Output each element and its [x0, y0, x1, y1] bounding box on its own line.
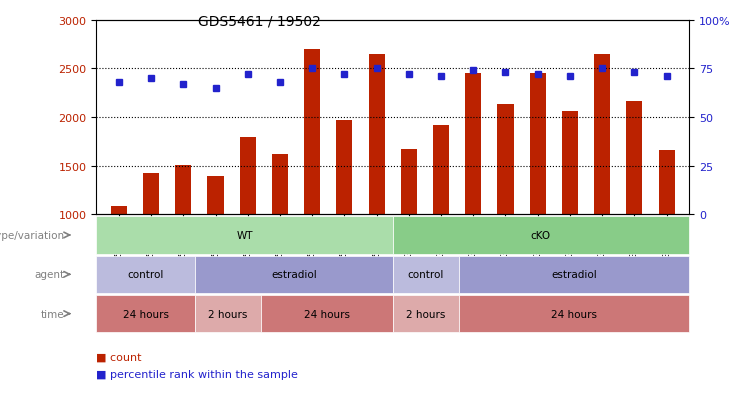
- Bar: [465, 74, 482, 215]
- Text: control: control: [408, 270, 444, 280]
- Bar: [626, 102, 642, 215]
- Text: estradiol: estradiol: [551, 270, 597, 280]
- Bar: [176, 165, 191, 215]
- Bar: [143, 174, 159, 215]
- Text: 2 hours: 2 hours: [208, 309, 247, 319]
- Text: 2 hours: 2 hours: [406, 309, 445, 319]
- Text: ■ percentile rank within the sample: ■ percentile rank within the sample: [96, 369, 298, 379]
- Bar: [239, 138, 256, 215]
- Bar: [659, 151, 674, 215]
- Text: GDS5461 / 19502: GDS5461 / 19502: [198, 14, 321, 28]
- Bar: [497, 105, 514, 215]
- Text: time: time: [41, 309, 64, 319]
- Bar: [530, 74, 546, 215]
- Text: 24 hours: 24 hours: [304, 309, 350, 319]
- Text: genotype/variation: genotype/variation: [0, 230, 64, 240]
- Text: estradiol: estradiol: [271, 270, 317, 280]
- Text: agent: agent: [34, 270, 64, 280]
- Bar: [401, 150, 417, 215]
- Bar: [336, 121, 353, 215]
- Text: ■ count: ■ count: [96, 352, 142, 362]
- Bar: [304, 50, 320, 215]
- Bar: [562, 112, 578, 215]
- Bar: [368, 55, 385, 215]
- Text: control: control: [127, 270, 164, 280]
- Bar: [272, 154, 288, 215]
- Text: 24 hours: 24 hours: [123, 309, 169, 319]
- Bar: [594, 55, 610, 215]
- Text: 24 hours: 24 hours: [551, 309, 597, 319]
- Text: WT: WT: [236, 230, 253, 240]
- Text: cKO: cKO: [531, 230, 551, 240]
- Bar: [207, 177, 224, 215]
- Bar: [111, 207, 127, 215]
- Bar: [433, 126, 449, 215]
